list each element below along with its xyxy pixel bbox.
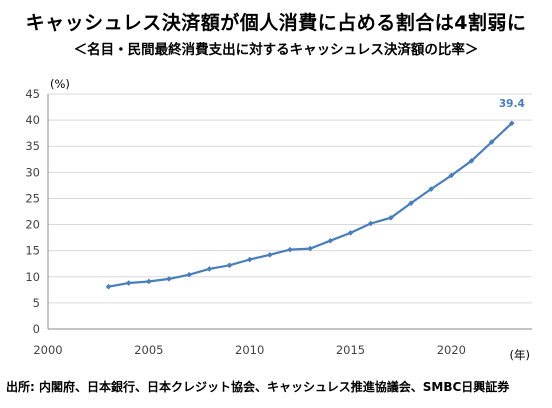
- data-point-2019: [428, 186, 434, 192]
- y-tick-label-10: 10: [25, 270, 40, 284]
- y-tick-label-15: 15: [25, 244, 40, 258]
- x-axis-ticks: 2000 2005 2010 2015 2020: [33, 343, 466, 357]
- x-tick-label-2020: 2020: [437, 343, 466, 357]
- series-group: [105, 120, 515, 290]
- data-point-2013: [307, 245, 313, 252]
- data-point-2020: [448, 172, 455, 179]
- data-label-2023: 39.4: [499, 98, 525, 110]
- data-point-2003: [105, 283, 112, 290]
- x-tick-label-2010: 2010: [235, 343, 264, 357]
- data-point-2014: [327, 237, 334, 244]
- series-line-0: [108, 122, 513, 288]
- x-axis-unit: (年): [510, 348, 530, 362]
- axes: [47, 94, 532, 330]
- data-point-2018: [408, 200, 414, 206]
- data-point-2016: [367, 220, 374, 227]
- x-tick-label-2015: 2015: [336, 343, 365, 357]
- y-tick-label-45: 45: [25, 87, 40, 101]
- data-point-2005: [146, 278, 152, 285]
- data-labels: 39.4: [499, 98, 525, 110]
- data-point-2009: [226, 262, 233, 269]
- source-note: 出所: 内閣府、日本銀行、日本クレジット協会、キャッシュレス推進協議会、SMBC…: [6, 380, 510, 394]
- data-point-2004: [125, 280, 132, 286]
- data-point-2017: [388, 214, 394, 221]
- y-tick-label-20: 20: [25, 218, 40, 232]
- data-point-2021: [468, 158, 475, 164]
- data-point-2007: [186, 271, 192, 278]
- data-point-2010: [246, 256, 253, 263]
- x-tick-label-2005: 2005: [134, 343, 163, 357]
- chart-subtitle: ＜名目・民間最終消費支出に対するキャッシュレス決済額の比率＞: [73, 42, 479, 58]
- y-tick-label-0: 0: [33, 322, 40, 336]
- chart-title: キャッシュレス決済額が個人消費に占める割合は4割弱に: [25, 12, 527, 34]
- data-point-2008: [206, 266, 213, 272]
- data-point-2006: [166, 276, 172, 282]
- data-point-2012: [287, 246, 293, 253]
- y-tick-label-30: 30: [25, 165, 40, 179]
- data-point-2022: [488, 139, 495, 145]
- data-point-2023: [509, 120, 515, 127]
- y-tick-label-40: 40: [25, 113, 40, 127]
- data-point-2015: [347, 230, 354, 236]
- y-axis-ticks: 0 5 10 15 20 25 30 35 40 45: [25, 87, 40, 336]
- y-tick-label-25: 25: [25, 191, 40, 205]
- y-tick-label-5: 5: [33, 296, 40, 310]
- data-point-2011: [267, 252, 273, 258]
- x-tick-label-2000: 2000: [33, 343, 62, 357]
- y-tick-label-35: 35: [25, 139, 40, 153]
- gridlines: [48, 93, 532, 304]
- y-axis-unit: (%): [50, 77, 70, 91]
